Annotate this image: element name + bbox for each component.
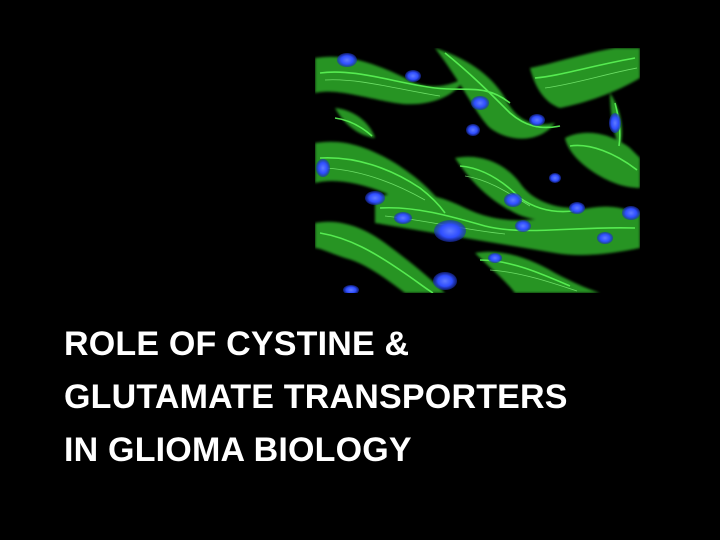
fluorescence-micrograph-image (315, 48, 640, 293)
slide-title: ROLE OF CYSTINE & GLUTAMATE TRANSPORTERS… (64, 318, 704, 477)
micrograph-drawing (315, 48, 640, 293)
slide-title-line-1: ROLE OF CYSTINE & (64, 325, 410, 363)
slide-title-line-2: GLUTAMATE TRANSPORTERS (64, 378, 568, 416)
slide-title-line-3: IN GLIOMA BIOLOGY (64, 431, 412, 469)
